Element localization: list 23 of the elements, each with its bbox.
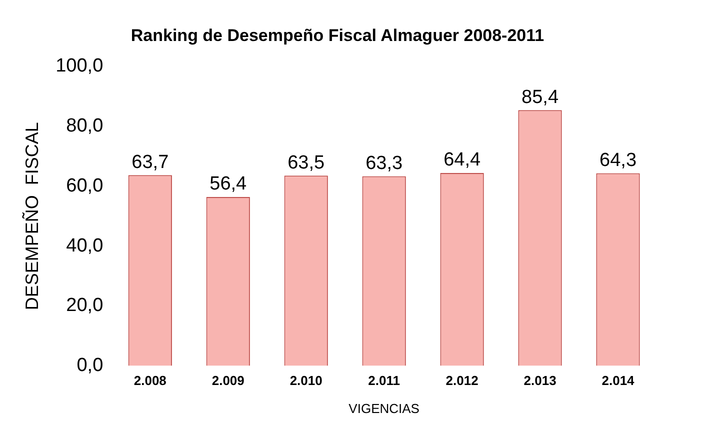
chart-title: Ranking de Desempeño Fiscal Almaguer 2008-2011 [130,26,544,45]
data-label: 63,7 [132,152,169,173]
y-tick-label: 20,0 [66,295,104,316]
x-tick-label: 2.010 [290,373,322,388]
x-tick-label: 2.009 [212,373,244,388]
y-tick-label: 100,0 [56,56,104,77]
x-tick-label: 2.008 [134,373,166,388]
data-label: 56,4 [210,174,248,195]
data-label: 63,5 [288,152,325,174]
data-label: 63,3 [366,153,403,174]
data-label: 64,3 [600,150,637,172]
y-tick-label: 80,0 [66,116,104,137]
y-tick-label: 0,0 [76,355,104,376]
x-tick-label: 2.011 [368,373,400,388]
x-tick-label: 2.012 [446,373,478,388]
data-label: 85,4 [522,86,559,108]
x-tick-label: 2.014 [602,373,636,388]
data-label: 64,4 [444,150,481,171]
y-axis-title: DESEMPEÑO FISCAL [22,122,42,310]
x-axis-title: VIGENCIAS [348,400,420,416]
y-tick-label: 60,0 [66,175,104,196]
y-tick-label: 40,0 [66,235,104,256]
x-tick-label: 2.013 [524,373,556,388]
